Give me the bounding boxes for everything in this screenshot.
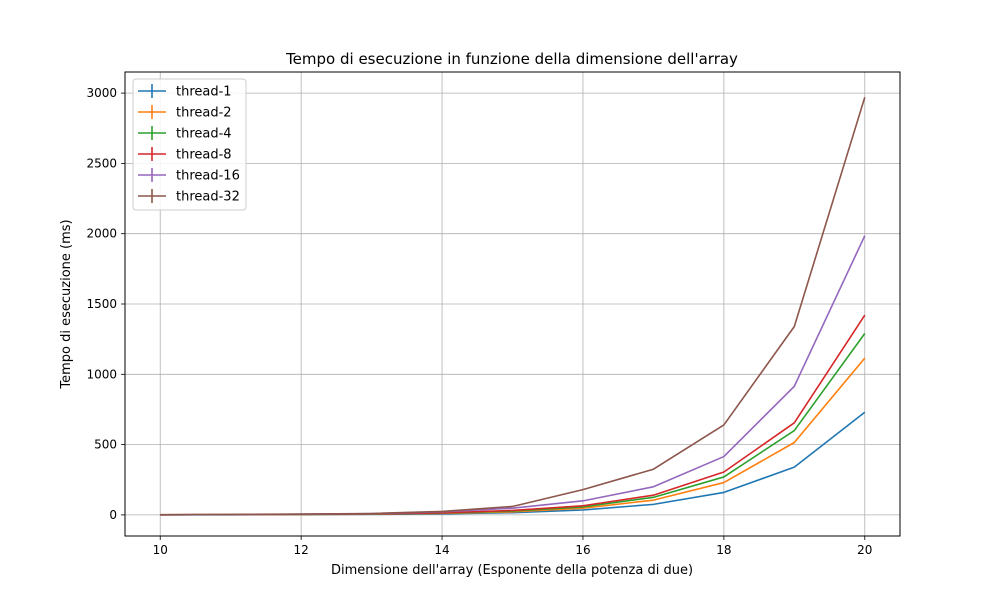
y-tick-label: 0 bbox=[109, 508, 117, 522]
series-line-thread-32 bbox=[160, 97, 866, 516]
ticks: 10 12 14 16 18 20 0 500 1000 1500 2000 2500 3000 bbox=[86, 86, 872, 557]
legend: thread-1 thread-2 thread-4 thread-8 thread-1… bbox=[132, 78, 247, 211]
x-tick-label: 16 bbox=[575, 543, 590, 557]
y-tick-label: 1500 bbox=[86, 297, 117, 311]
legend-label: thread-1 bbox=[176, 85, 232, 100]
legend-label: thread-2 bbox=[176, 106, 232, 121]
y-tick-label: 2000 bbox=[86, 227, 117, 241]
legend-label: thread-8 bbox=[176, 148, 232, 163]
y-tick-label: 500 bbox=[94, 438, 117, 452]
grid bbox=[125, 72, 900, 536]
y-tick-label: 1000 bbox=[86, 367, 117, 381]
legend-label: thread-16 bbox=[176, 169, 240, 184]
x-tick-label: 14 bbox=[434, 543, 449, 557]
x-tick-label: 18 bbox=[716, 543, 731, 557]
x-tick-label: 10 bbox=[153, 543, 168, 557]
y-tick-label: 3000 bbox=[86, 86, 117, 100]
x-axis-label: Dimensione dell'array (Esponente della p… bbox=[331, 563, 693, 578]
legend-label: thread-4 bbox=[176, 127, 232, 142]
x-tick-label: 20 bbox=[857, 543, 872, 557]
y-tick-label: 2500 bbox=[86, 156, 117, 170]
x-tick-label: 12 bbox=[293, 543, 308, 557]
chart-title: Tempo di esecuzione in funzione della di… bbox=[285, 50, 738, 68]
series-layer bbox=[160, 97, 866, 516]
y-axis-label: Tempo di esecuzione (ms) bbox=[59, 219, 74, 389]
legend-label: thread-32 bbox=[176, 190, 240, 205]
